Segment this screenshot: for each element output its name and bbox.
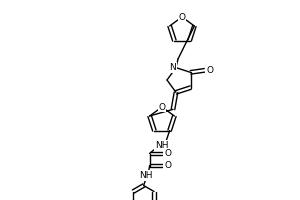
Text: O: O: [164, 161, 171, 170]
Text: O: O: [178, 12, 185, 21]
Text: O: O: [206, 66, 213, 75]
Text: NH: NH: [155, 141, 168, 150]
Text: NH: NH: [139, 171, 152, 180]
Text: O: O: [164, 149, 171, 158]
Text: N: N: [169, 63, 176, 72]
Text: O: O: [158, 102, 166, 112]
